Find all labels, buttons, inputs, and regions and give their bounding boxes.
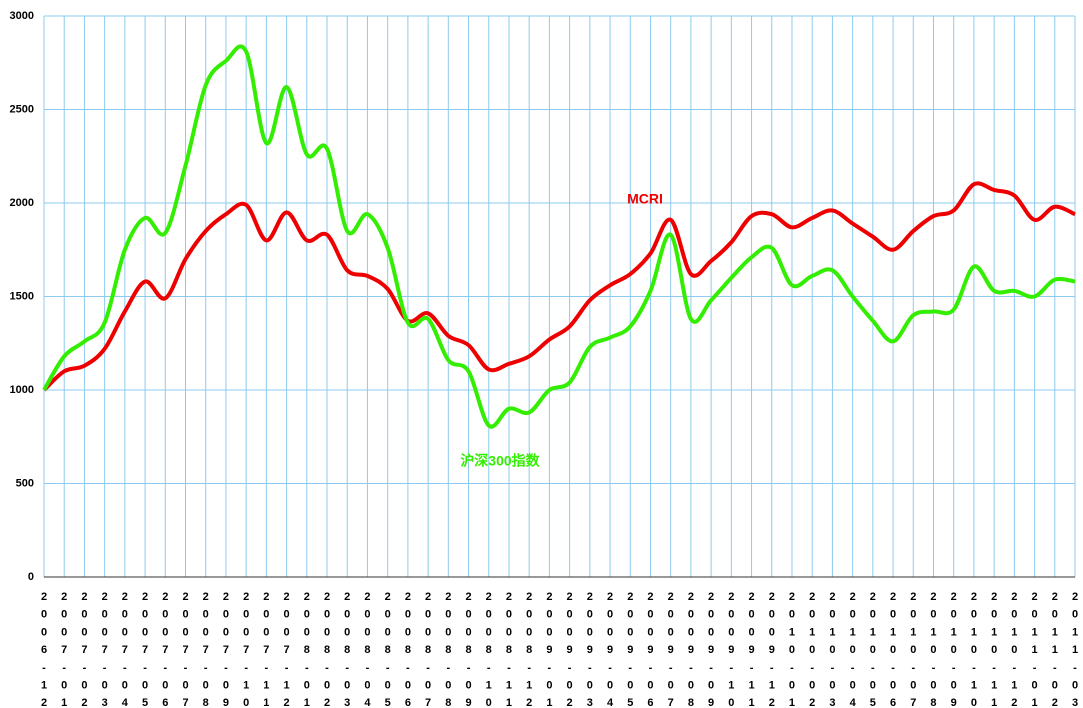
x-tick-label: 2 0 1 0 -1 2 <box>1011 591 1017 708</box>
x-tick-label: 2 0 0 7 -0 7 <box>182 591 188 708</box>
x-tick-label: 2 0 0 8 -0 3 <box>344 591 350 708</box>
x-tick-label: 2 0 1 0 -1 0 <box>971 591 977 708</box>
x-tick-label: 2 0 0 9 -0 1 <box>546 591 552 708</box>
series-label: MCRI <box>627 191 663 207</box>
x-tick-label: 2 0 0 8 -1 0 <box>486 591 492 708</box>
x-tick-label: 2 0 1 0 -0 9 <box>951 591 957 708</box>
x-tick-label: 2 0 0 9 -0 8 <box>688 591 694 708</box>
x-tick-label: 2 0 1 0 -1 1 <box>991 591 997 708</box>
x-tick-label: 2 0 0 9 -1 2 <box>769 591 775 708</box>
x-tick-label: 2 0 1 0 -0 4 <box>850 591 857 708</box>
y-tick-label: 500 <box>16 477 34 489</box>
x-tick-label: 2 0 0 9 -1 1 <box>748 591 754 708</box>
x-tick-label: 2 0 0 8 -0 2 <box>324 591 330 708</box>
x-tick-label: 2 0 0 7 -0 2 <box>81 591 87 708</box>
x-tick-label: 2 0 1 0 -0 6 <box>890 591 896 708</box>
x-tick-label: 2 0 0 7 -0 8 <box>203 591 209 708</box>
x-tick-label: 2 0 0 8 -0 8 <box>445 591 451 708</box>
x-tick-label: 2 0 0 9 -1 0 <box>728 591 734 708</box>
x-tick-label: 2 0 0 8 -0 9 <box>465 591 471 708</box>
y-tick-label: 1000 <box>10 384 34 396</box>
series-line <box>42 181 1076 392</box>
x-tick-label: 2 0 0 7 -0 1 <box>61 591 67 708</box>
x-tick-label: 2 0 0 7 -0 6 <box>162 591 168 708</box>
x-tick-label: 2 0 0 7 -1 0 <box>243 591 249 708</box>
x-tick-label: 2 0 0 8 -0 7 <box>425 591 431 708</box>
x-tick-label: 2 0 0 7 -0 4 <box>122 591 129 708</box>
x-tick-label: 2 0 0 7 -1 1 <box>263 591 269 708</box>
x-tick-label: 2 0 0 9 -0 4 <box>607 591 614 708</box>
y-tick-label: 2500 <box>10 103 34 115</box>
x-tick-label: 2 0 0 8 -1 1 <box>506 591 512 708</box>
y-tick-label: 3000 <box>10 10 34 22</box>
x-tick-label: 2 0 0 9 -0 7 <box>668 591 674 708</box>
y-tick-label: 1500 <box>10 290 34 302</box>
x-tick-label: 2 0 0 8 -0 4 <box>364 591 371 708</box>
x-tick-label: 2 0 0 7 -0 9 <box>223 591 229 708</box>
x-tick-label: 2 0 1 0 -0 8 <box>930 591 936 708</box>
x-tick-label: 2 0 0 8 -0 1 <box>304 591 310 708</box>
x-tick-label: 2 0 1 0 -0 1 <box>789 591 795 708</box>
x-tick-label: 2 0 1 1 -0 1 <box>1032 591 1038 708</box>
series-label: 沪深300指数 <box>460 453 540 469</box>
x-tick-label: 2 0 0 7 -0 3 <box>102 591 108 708</box>
x-tick-label: 2 0 0 9 -0 9 <box>708 591 714 708</box>
x-tick-label: 2 0 0 7 -0 5 <box>142 591 148 708</box>
x-tick-label: 2 0 0 8 -0 6 <box>405 591 411 708</box>
x-tick-label: 2 0 0 6 -1 2 <box>41 591 47 708</box>
x-tick-label: 2 0 1 0 -0 3 <box>829 591 835 708</box>
y-tick-label: 2000 <box>10 197 34 209</box>
x-tick-label: 2 0 0 9 -0 2 <box>567 591 573 708</box>
x-tick-label: 2 0 0 8 -0 5 <box>385 591 391 708</box>
x-tick-label: 2 0 1 0 -0 2 <box>809 591 815 708</box>
x-tick-label: 2 0 1 1 -0 3 <box>1072 591 1078 708</box>
x-tick-label: 2 0 0 9 -0 5 <box>627 591 633 708</box>
x-tick-label: 2 0 1 1 -0 2 <box>1052 591 1058 708</box>
series-line <box>42 44 1076 429</box>
y-tick-label: 0 <box>28 571 34 583</box>
x-tick-label: 2 0 1 0 -0 7 <box>910 591 916 708</box>
x-tick-label: 2 0 0 9 -0 3 <box>587 591 593 708</box>
x-tick-label: 2 0 0 7 -1 2 <box>284 591 290 708</box>
x-tick-label: 2 0 0 8 -1 2 <box>526 591 532 708</box>
x-tick-label: 2 0 0 9 -0 6 <box>647 591 653 708</box>
x-tick-label: 2 0 1 0 -0 5 <box>870 591 876 708</box>
